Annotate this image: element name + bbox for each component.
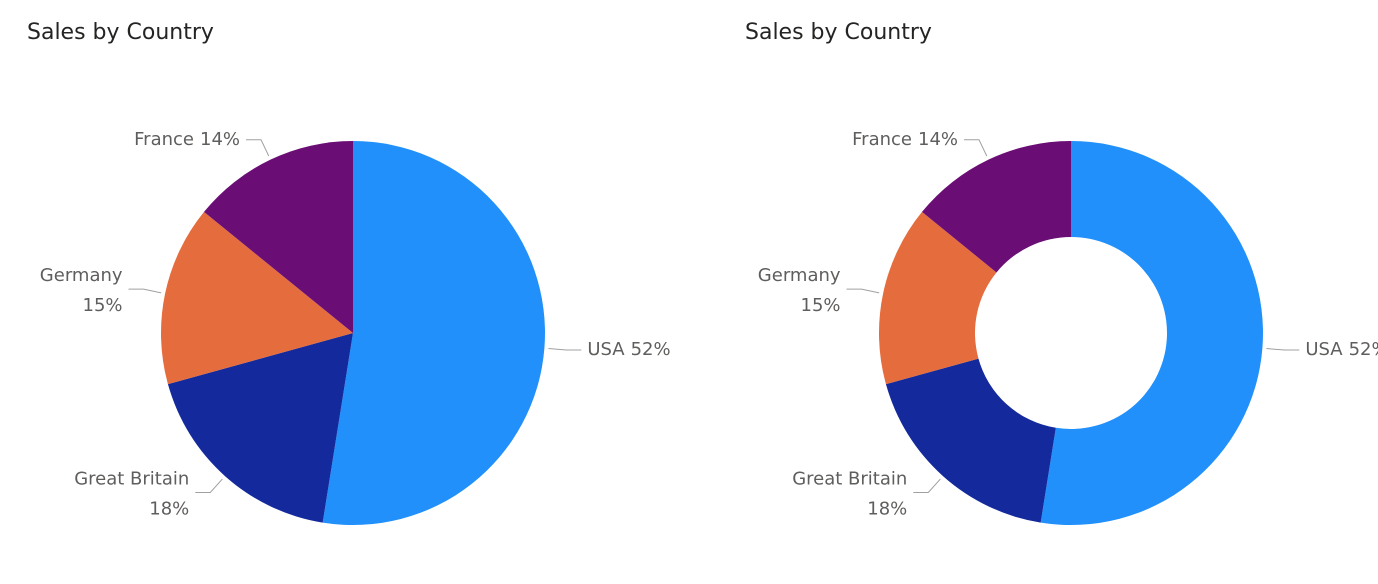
chart-title: Sales by Country	[745, 20, 932, 45]
data-label-value: 14%	[200, 129, 240, 150]
data-label-value: 15%	[83, 295, 123, 316]
slice	[322, 141, 545, 525]
data-label-category: Germany	[40, 265, 123, 286]
leader-line	[246, 139, 270, 157]
data-label-value: 14%	[918, 129, 958, 150]
data-label-category: France	[134, 129, 194, 150]
slice	[921, 141, 1071, 273]
slice	[167, 333, 353, 523]
slice	[885, 358, 1056, 523]
data-label-value: 52%	[631, 339, 671, 360]
leader-line	[128, 288, 162, 294]
data-label-category: USA	[1305, 339, 1343, 360]
data-label-value: 18%	[149, 498, 189, 519]
data-label-category: Great Britain	[74, 468, 189, 489]
slice	[879, 211, 997, 385]
data-label-category: France	[852, 129, 912, 150]
leader-line	[913, 478, 941, 493]
data-label-value: 18%	[867, 498, 907, 519]
leader-line	[964, 139, 988, 157]
data-label-category: Germany	[758, 265, 841, 286]
data-label-category: Great Britain	[792, 468, 907, 489]
data-label-value: 52%	[1349, 339, 1378, 360]
leader-line	[1266, 348, 1300, 351]
slice	[1040, 141, 1263, 525]
data-label-value: 15%	[801, 295, 841, 316]
slice	[203, 141, 353, 333]
leader-line	[195, 478, 223, 493]
leader-line	[846, 288, 880, 294]
data-label-category: USA	[587, 339, 625, 360]
slice	[161, 211, 353, 385]
leader-line	[548, 348, 582, 351]
chart-title: Sales by Country	[27, 20, 214, 45]
